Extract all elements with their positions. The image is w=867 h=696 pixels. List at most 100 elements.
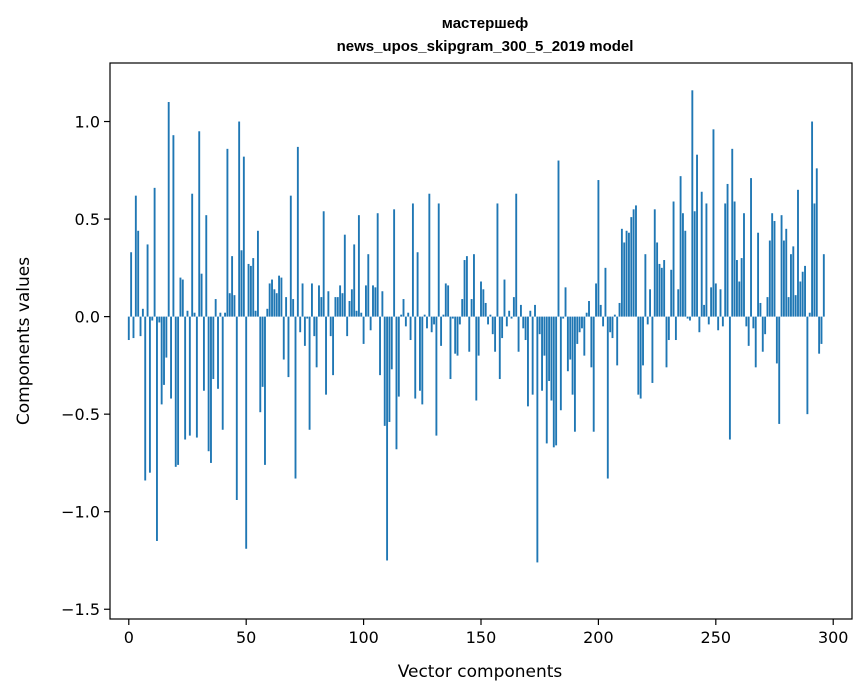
bar xyxy=(137,230,140,317)
bar xyxy=(461,299,464,317)
bar xyxy=(545,316,548,444)
bar xyxy=(346,316,349,337)
bar xyxy=(454,316,457,354)
y-axis-ticks: −1.5 −1.0 −0.5 0.0 0.5 1.0 xyxy=(61,113,110,619)
x-axis-ticks: 0 50 100 150 200 250 300 xyxy=(124,619,849,647)
bar xyxy=(282,316,285,360)
bar xyxy=(700,191,703,317)
bar xyxy=(228,293,231,317)
bar xyxy=(451,316,454,319)
bar xyxy=(689,316,691,321)
bar xyxy=(503,279,506,317)
bar xyxy=(808,312,811,317)
bar xyxy=(519,304,522,317)
bar xyxy=(280,277,283,317)
bar xyxy=(761,316,764,352)
bar xyxy=(212,316,215,380)
bar xyxy=(332,316,335,376)
y-tick-label: −0.5 xyxy=(61,405,100,424)
bar xyxy=(242,156,245,317)
bar xyxy=(435,316,438,436)
bar xyxy=(790,254,792,317)
bar xyxy=(294,316,297,479)
x-tick-label: 300 xyxy=(818,628,849,647)
bar xyxy=(670,269,673,317)
bar xyxy=(747,316,750,346)
bar xyxy=(665,316,668,368)
bar xyxy=(313,316,316,337)
bar xyxy=(468,316,471,352)
bar xyxy=(275,293,278,317)
bar xyxy=(447,285,450,317)
bar xyxy=(512,297,515,317)
bar xyxy=(703,304,706,317)
bar xyxy=(714,283,717,317)
bar xyxy=(721,316,724,327)
bar xyxy=(548,316,551,381)
bar xyxy=(745,316,748,327)
bar xyxy=(374,287,377,317)
bar xyxy=(458,316,461,325)
bar xyxy=(360,312,363,317)
bar xyxy=(778,316,781,424)
bar xyxy=(296,146,299,317)
bar xyxy=(623,242,626,317)
y-tick-label: −1.0 xyxy=(61,503,100,522)
bar xyxy=(456,316,459,356)
bar xyxy=(484,302,487,317)
bar xyxy=(682,213,684,317)
y-tick-label: 0.5 xyxy=(75,210,100,229)
bar xyxy=(329,316,332,337)
bar xyxy=(508,310,511,317)
bar xyxy=(193,312,196,317)
bar xyxy=(372,285,374,317)
bar xyxy=(252,258,255,317)
bar xyxy=(160,316,163,405)
bar xyxy=(273,289,276,317)
bar xyxy=(261,316,264,387)
bar xyxy=(653,209,656,317)
bar xyxy=(132,316,135,339)
bar xyxy=(494,316,497,352)
bar xyxy=(616,316,619,366)
bar xyxy=(411,203,414,317)
bar xyxy=(627,232,630,317)
bar xyxy=(585,312,588,317)
bar xyxy=(306,316,309,319)
chart-subtitle: news_upos_skipgram_300_5_2019 model xyxy=(337,38,634,55)
bar xyxy=(217,316,219,389)
bar xyxy=(181,279,184,317)
bar xyxy=(611,316,614,339)
bar xyxy=(818,316,821,354)
bar xyxy=(656,242,659,317)
bar xyxy=(287,316,290,378)
x-tick-label: 50 xyxy=(236,628,256,647)
bar xyxy=(740,258,743,317)
bar xyxy=(667,316,670,341)
bar xyxy=(205,215,208,317)
bar xyxy=(698,316,701,333)
bar xyxy=(221,316,224,430)
bar xyxy=(343,234,346,317)
bar xyxy=(766,297,769,317)
bar xyxy=(440,316,443,346)
bar xyxy=(738,281,741,317)
bar xyxy=(134,195,137,317)
bar xyxy=(602,316,605,327)
bar xyxy=(705,203,708,317)
bar xyxy=(642,316,644,366)
bar xyxy=(477,316,480,356)
bar xyxy=(433,316,435,325)
bar xyxy=(179,277,182,317)
bar xyxy=(404,316,407,327)
bar xyxy=(515,193,518,317)
x-tick-label: 150 xyxy=(466,628,497,647)
bar xyxy=(599,304,602,317)
bar xyxy=(397,316,400,397)
bar xyxy=(759,302,762,317)
bar xyxy=(362,316,365,344)
bar xyxy=(764,316,767,335)
chart-title: мастершеф xyxy=(442,15,528,32)
bar xyxy=(381,291,384,317)
